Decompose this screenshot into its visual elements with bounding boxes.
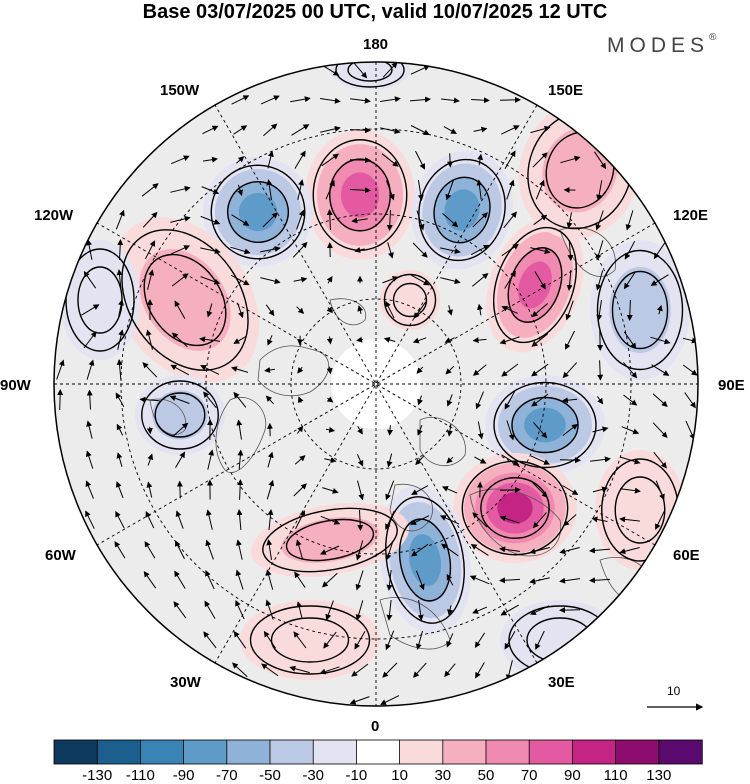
colorbar-tick-label: -10	[346, 767, 368, 784]
colorbar-tick-label: 110	[604, 767, 628, 784]
colorbar-tick-label: -130	[82, 767, 112, 784]
colorbar-tick-label: 70	[521, 767, 538, 784]
lon-label-0: 0	[371, 718, 379, 735]
wind-vector	[150, 427, 151, 433]
lon-label-90w: 90W	[0, 377, 31, 394]
colorbar-tick-label: -50	[259, 767, 281, 784]
colorbar-segment	[227, 740, 270, 764]
colorbar-tick-label: 130	[646, 767, 671, 784]
anomaly-shading	[380, 270, 440, 330]
colorbar-tick-label: -90	[173, 767, 195, 784]
lon-label-150e: 150E	[548, 82, 583, 99]
anomaly-shading	[497, 492, 532, 523]
colorbar-segment	[400, 740, 444, 764]
colorbar-segment	[659, 740, 703, 764]
colorbar-tick-label: 50	[478, 767, 495, 784]
colorbar-segment	[616, 740, 660, 764]
lon-label-30e: 30E	[548, 674, 575, 691]
colorbar-tick-label: 10	[391, 767, 408, 784]
anomaly-shading	[500, 600, 620, 680]
lon-label-60e: 60E	[673, 547, 700, 564]
colorbar-segment	[529, 740, 573, 764]
colorbar-segment	[443, 740, 487, 764]
colorbar-tick-label: -110	[126, 767, 155, 784]
anomaly-shading	[330, 50, 410, 90]
lon-label-120w: 120W	[34, 207, 73, 224]
reference-vector-label: 10	[667, 684, 680, 698]
anomaly-shading	[524, 408, 566, 443]
anomaly-shading	[60, 240, 140, 360]
colorbar-tick-label: -70	[216, 767, 238, 784]
wind-vector	[560, 460, 580, 461]
wind-vector	[350, 160, 370, 161]
anomaly-shading	[595, 450, 685, 570]
colorbar-tick-label: -30	[302, 767, 324, 784]
lon-label-30w: 30W	[170, 674, 201, 691]
colorbar-segment	[356, 740, 400, 764]
colorbar-segment	[97, 740, 141, 764]
wind-vector	[180, 482, 181, 499]
lon-label-120e: 120E	[673, 207, 708, 224]
colorbar-segment	[486, 740, 530, 764]
colorbar-tick-label: 30	[434, 767, 451, 784]
anomaly-shading	[341, 172, 379, 217]
lon-label-90e: 90E	[718, 377, 745, 394]
lon-label-150w: 150W	[160, 82, 199, 99]
colorbar	[54, 740, 702, 764]
colorbar-segment	[184, 740, 228, 764]
colorbar-segment	[54, 740, 98, 764]
lon-label-180: 180	[363, 36, 388, 53]
wind-vector	[500, 490, 520, 491]
colorbar-segment	[270, 740, 314, 764]
lon-label-60w: 60W	[45, 547, 76, 564]
anomaly-shading	[152, 390, 207, 439]
colorbar-segment	[313, 740, 357, 764]
wind-vector	[60, 390, 61, 410]
colorbar-segment	[140, 740, 184, 764]
colorbar-tick-label: 90	[564, 767, 581, 784]
colorbar-segment	[572, 740, 616, 764]
wind-vector	[450, 153, 451, 166]
